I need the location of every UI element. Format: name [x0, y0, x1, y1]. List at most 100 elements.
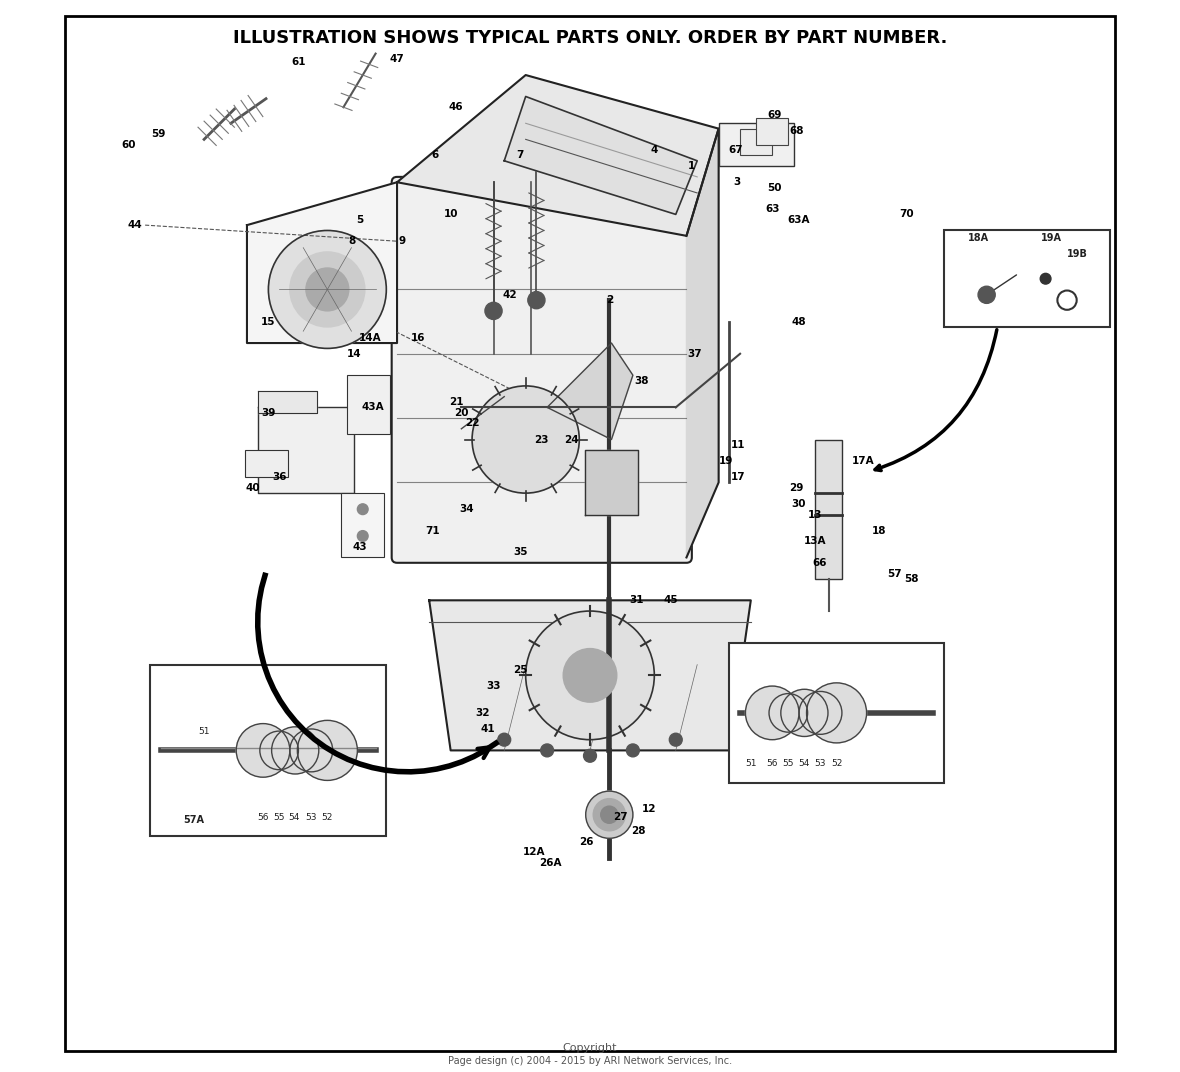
Polygon shape — [396, 75, 719, 236]
Circle shape — [807, 683, 866, 743]
Polygon shape — [504, 96, 697, 214]
Text: 37: 37 — [688, 348, 702, 359]
Text: 17: 17 — [730, 472, 746, 482]
Text: 19B: 19B — [1068, 250, 1088, 259]
Circle shape — [297, 720, 358, 780]
Text: 43A: 43A — [361, 402, 384, 413]
Text: 12: 12 — [642, 804, 656, 815]
Circle shape — [594, 799, 625, 831]
Text: 29: 29 — [788, 482, 804, 493]
Text: 12A: 12A — [523, 847, 545, 858]
Circle shape — [978, 286, 995, 303]
Text: 48: 48 — [792, 316, 806, 327]
Text: 14A: 14A — [359, 332, 381, 343]
Circle shape — [290, 252, 365, 327]
Circle shape — [585, 791, 632, 838]
Text: 28: 28 — [631, 825, 645, 836]
Text: 63: 63 — [765, 204, 780, 214]
Text: 66: 66 — [812, 557, 827, 568]
Text: 40: 40 — [245, 482, 260, 493]
Text: 71: 71 — [425, 525, 440, 536]
Text: 23: 23 — [535, 434, 549, 445]
Text: 60: 60 — [122, 139, 137, 150]
Polygon shape — [247, 182, 396, 343]
Text: 41: 41 — [480, 724, 496, 734]
Polygon shape — [257, 407, 354, 493]
Circle shape — [485, 302, 503, 319]
Polygon shape — [548, 343, 632, 440]
Text: 55: 55 — [782, 759, 794, 769]
Text: 30: 30 — [792, 498, 806, 509]
FancyBboxPatch shape — [392, 177, 691, 563]
Circle shape — [540, 744, 553, 757]
Text: 26A: 26A — [539, 858, 562, 868]
Circle shape — [563, 649, 617, 702]
Text: 7: 7 — [517, 150, 524, 161]
Text: 13: 13 — [808, 509, 822, 520]
Polygon shape — [430, 600, 750, 750]
Bar — [944, 230, 1110, 327]
Polygon shape — [257, 391, 316, 413]
Text: 54: 54 — [288, 813, 300, 822]
Bar — [815, 440, 841, 579]
Circle shape — [306, 268, 349, 311]
Polygon shape — [584, 450, 638, 515]
Text: 52: 52 — [831, 759, 843, 769]
Text: 56: 56 — [257, 813, 269, 822]
Text: 67: 67 — [728, 145, 743, 155]
Text: Page design (c) 2004 - 2015 by ARI Network Services, Inc.: Page design (c) 2004 - 2015 by ARI Netwo… — [448, 1056, 732, 1067]
Circle shape — [669, 733, 682, 746]
Text: 4: 4 — [650, 145, 658, 155]
Text: 45: 45 — [663, 595, 677, 606]
Text: 57: 57 — [887, 568, 902, 579]
Text: 32: 32 — [476, 708, 490, 718]
Circle shape — [260, 731, 299, 770]
Text: 53: 53 — [306, 813, 317, 822]
Text: 20: 20 — [454, 407, 468, 418]
Text: 5: 5 — [356, 214, 363, 225]
Text: ILLUSTRATION SHOWS TYPICAL PARTS ONLY. ORDER BY PART NUMBER.: ILLUSTRATION SHOWS TYPICAL PARTS ONLY. O… — [232, 29, 948, 46]
Circle shape — [746, 686, 799, 740]
Circle shape — [627, 744, 640, 757]
Text: 42: 42 — [503, 289, 517, 300]
Text: 51: 51 — [198, 727, 210, 736]
Bar — [729, 643, 944, 783]
Circle shape — [601, 806, 618, 823]
Bar — [756, 118, 788, 145]
Text: 69: 69 — [767, 109, 781, 120]
Text: 18A: 18A — [968, 234, 989, 243]
Text: 35: 35 — [513, 547, 527, 557]
Bar — [347, 375, 389, 434]
Text: 10: 10 — [444, 209, 458, 220]
Circle shape — [498, 733, 511, 746]
Text: 22: 22 — [465, 418, 479, 429]
Text: 1: 1 — [688, 161, 695, 172]
Text: 47: 47 — [389, 54, 405, 64]
Text: 18: 18 — [872, 525, 886, 536]
Text: 70: 70 — [899, 209, 913, 220]
Text: 2: 2 — [605, 295, 612, 306]
Text: 34: 34 — [459, 504, 474, 515]
Bar — [719, 123, 794, 166]
Text: 50: 50 — [767, 182, 781, 193]
Text: 33: 33 — [486, 681, 500, 691]
Text: 14: 14 — [347, 348, 361, 359]
Bar — [244, 450, 288, 477]
Text: 3: 3 — [733, 177, 741, 188]
Text: 31: 31 — [629, 595, 643, 606]
Text: 16: 16 — [412, 332, 426, 343]
Text: 21: 21 — [448, 397, 464, 407]
Text: 68: 68 — [789, 125, 804, 136]
Text: 58: 58 — [904, 574, 919, 584]
Text: 61: 61 — [291, 57, 306, 68]
Text: 59: 59 — [151, 129, 165, 139]
Text: 15: 15 — [261, 316, 276, 327]
Bar — [151, 665, 386, 836]
Text: Copyright: Copyright — [563, 1043, 617, 1054]
Text: 38: 38 — [634, 375, 649, 386]
Text: 39: 39 — [261, 407, 276, 418]
Text: 8: 8 — [348, 236, 355, 247]
Circle shape — [271, 727, 319, 774]
Text: 11: 11 — [730, 440, 746, 450]
Text: 52: 52 — [322, 813, 333, 822]
